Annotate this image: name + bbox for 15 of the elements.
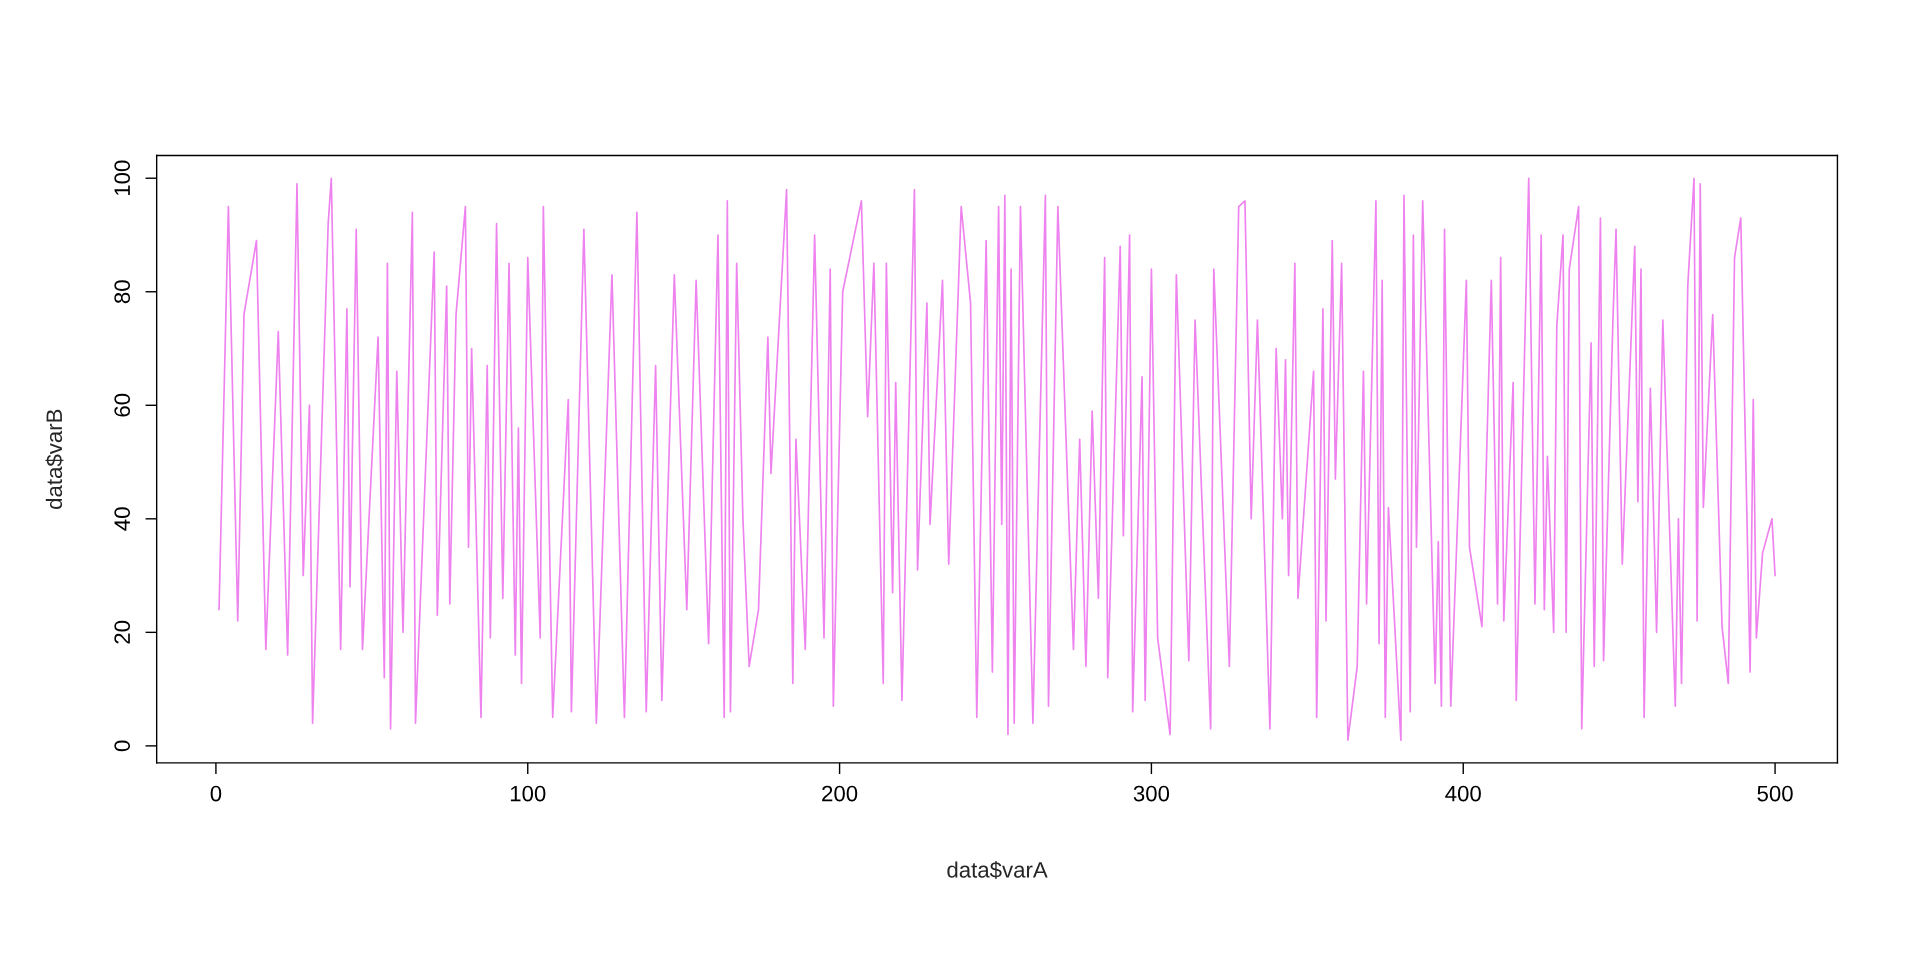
x-tick-label: 200 (822, 785, 858, 802)
y-tick-label: 80 (114, 280, 131, 304)
y-tick-label: 20 (114, 620, 131, 644)
y-tick-label: 60 (114, 393, 131, 417)
line-series (218, 177, 1776, 742)
y-tick-label: 100 (114, 160, 131, 196)
x-tick-label: 500 (1757, 785, 1793, 802)
x-axis-title: data$varA (947, 861, 1048, 880)
y-axis-title: data$varB (45, 409, 64, 509)
y-tick-label: 0 (114, 740, 131, 752)
x-tick-label: 400 (1445, 785, 1481, 802)
x-tick-label: 100 (510, 785, 546, 802)
y-tick-label: 40 (114, 507, 131, 531)
x-tick-label: 300 (1133, 785, 1170, 802)
x-tick-label: 0 (210, 785, 222, 802)
